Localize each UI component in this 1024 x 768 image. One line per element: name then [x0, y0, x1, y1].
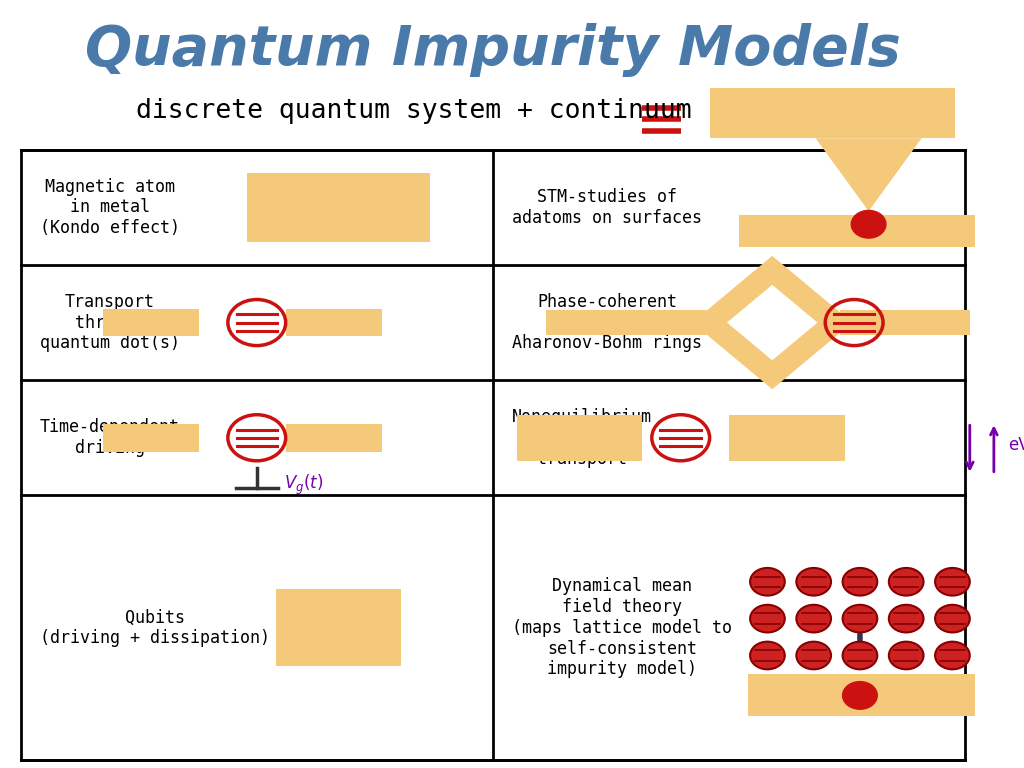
- Bar: [546, 310, 715, 335]
- Text: discrete quantum system + continuum: discrete quantum system + continuum: [136, 98, 692, 124]
- Bar: [286, 309, 382, 336]
- Text: Dynamical mean
field theory
(maps lattice model to
self-consistent
impurity mode: Dynamical mean field theory (maps lattic…: [512, 578, 732, 678]
- Bar: [710, 88, 955, 138]
- Circle shape: [797, 568, 831, 596]
- Bar: [247, 173, 430, 242]
- Text: eV: eV: [1009, 436, 1024, 455]
- Circle shape: [751, 568, 784, 596]
- Bar: [286, 424, 382, 452]
- Bar: [102, 424, 199, 452]
- Text: Time-dependent
driving: Time-dependent driving: [40, 419, 180, 457]
- Text: Phase-coherent
transport
Aharonov-Bohm rings: Phase-coherent transport Aharonov-Bohm r…: [512, 293, 702, 353]
- Circle shape: [935, 605, 970, 633]
- Bar: [840, 310, 970, 335]
- Bar: [276, 590, 401, 666]
- Bar: [729, 415, 845, 461]
- Circle shape: [935, 642, 970, 670]
- Text: Quantum Impurity Models: Quantum Impurity Models: [85, 23, 901, 77]
- Circle shape: [843, 568, 878, 596]
- Text: $V_g(t)$: $V_g(t)$: [284, 472, 324, 497]
- Text: Nonequilibrium
steady-state
transport: Nonequilibrium steady-state transport: [512, 408, 652, 468]
- Text: Qubits
(driving + dissipation): Qubits (driving + dissipation): [40, 608, 270, 647]
- Circle shape: [935, 568, 970, 596]
- Circle shape: [751, 605, 784, 633]
- Circle shape: [751, 642, 784, 670]
- Circle shape: [889, 642, 924, 670]
- Text: Transport
through
quantum dot(s): Transport through quantum dot(s): [40, 293, 180, 353]
- Bar: [749, 674, 998, 716]
- Text: Magnetic atom
in metal
(Kondo effect): Magnetic atom in metal (Kondo effect): [40, 177, 180, 237]
- Circle shape: [843, 605, 878, 633]
- Circle shape: [843, 682, 878, 710]
- Circle shape: [797, 605, 831, 633]
- Bar: [738, 215, 998, 247]
- Polygon shape: [816, 138, 922, 211]
- Circle shape: [843, 642, 878, 670]
- Text: STM-studies of
adatoms on surfaces: STM-studies of adatoms on surfaces: [512, 188, 702, 227]
- Bar: [517, 415, 642, 461]
- Bar: [102, 309, 199, 336]
- Circle shape: [797, 642, 831, 670]
- Circle shape: [889, 568, 924, 596]
- Circle shape: [889, 605, 924, 633]
- Circle shape: [851, 210, 886, 238]
